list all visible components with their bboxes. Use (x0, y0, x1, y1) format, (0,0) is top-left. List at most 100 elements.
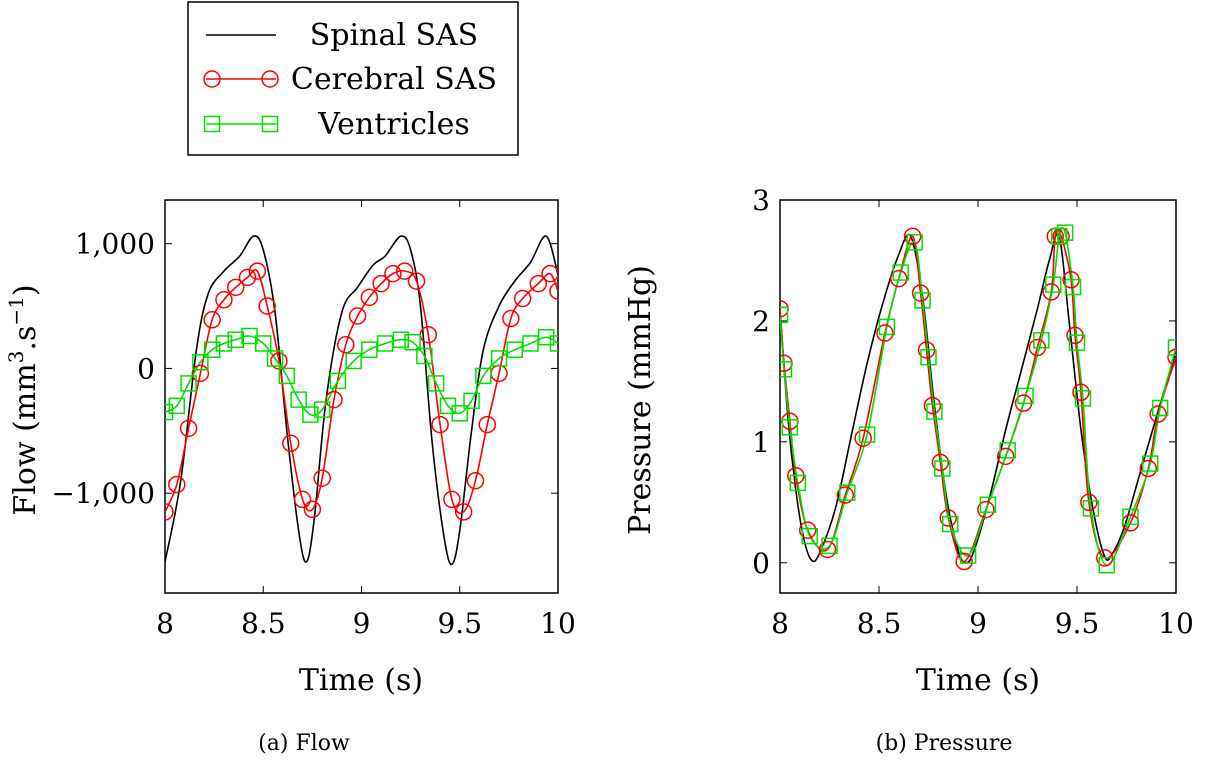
flow-series-spinal-sas (165, 235, 558, 566)
pressure-point-ventricles (780, 306, 789, 324)
flow-series-ventricles (165, 335, 558, 417)
pressure-point-ventricles (1074, 390, 1092, 407)
legend: Spinal SAS Cerebral SAS Ventricles (187, 1, 519, 156)
pressure-point-ventricles (934, 460, 951, 477)
pressure-point-cerebral-sas (1139, 459, 1158, 478)
pressure-point-ventricles (1151, 399, 1169, 417)
flow-x-axis-label: Time (s) (299, 663, 423, 698)
flow-point-cerebral-sas (513, 289, 532, 308)
pressure-point-ventricles (906, 234, 923, 251)
legend-label-ventricles: Ventricles (317, 107, 470, 142)
pressure-point-cerebral-sas (890, 269, 908, 288)
flow-point-cerebral-sas (293, 490, 312, 509)
flow-point-cerebral-sas (466, 471, 485, 490)
pressure-point-ventricles (1033, 332, 1050, 349)
pressure-point-ventricles (781, 419, 799, 436)
pressure-point-ventricles (780, 361, 793, 378)
flow-point-ventricles (392, 331, 410, 348)
pressure-point-ventricles (1056, 224, 1074, 241)
pressure-point-ventricles (821, 537, 838, 555)
flow-point-cerebral-sas (258, 297, 276, 315)
pressure-point-ventricles (959, 547, 977, 564)
pressure-point-cerebral-sas (955, 552, 973, 571)
pressure-y-tick-label: 3 (752, 184, 770, 217)
flow-point-ventricles (180, 375, 197, 392)
flow-caption: (a) Flow (258, 731, 350, 756)
pressure-point-cerebral-sas (923, 396, 942, 415)
pressure-point-ventricles (1082, 500, 1100, 517)
pressure-x-tick-label: 8 (771, 607, 789, 640)
flow-y-tick-label: 1,000 (75, 228, 155, 261)
pressure-point-ventricles (1068, 334, 1086, 351)
flow-point-cerebral-sas (282, 434, 300, 453)
pressure-point-ventricles (801, 527, 818, 545)
flow-point-cerebral-sas (165, 503, 174, 521)
pressure-x-axis-label: Time (s) (916, 663, 1040, 698)
flow-point-cerebral-sas (313, 469, 331, 487)
flow-point-ventricles (549, 335, 558, 352)
flow-point-ventricles (215, 335, 233, 352)
pressure-x-tick-label: 10 (1158, 607, 1194, 640)
flow-point-cerebral-sas (248, 262, 267, 280)
pressure-point-cerebral-sas (1167, 348, 1176, 366)
flow-point-ventricles (203, 341, 221, 358)
flow-series-cerebral-sas (165, 268, 558, 515)
legend-marker-ventricles (203, 115, 221, 133)
pressure-y-tick-label: 0 (752, 547, 770, 580)
flow-point-cerebral-sas (372, 274, 390, 293)
pressure-point-cerebral-sas (854, 429, 872, 447)
flow-point-cerebral-sas (541, 264, 558, 283)
pressure-point-cerebral-sas (1080, 493, 1098, 512)
pressure-point-ventricles (1167, 339, 1176, 356)
pressure-point-ventricles (979, 496, 997, 513)
flow-point-cerebral-sas (168, 475, 186, 494)
flow-chart: 8 8.5 9 9.5 10 −1,000 0 1,000 Flow (mm3.s−1) Ti… (4, 199, 576, 756)
flow-point-cerebral-sas (215, 291, 233, 309)
pressure-point-cerebral-sas (977, 500, 995, 519)
pressure-caption: (b) Pressure (876, 731, 1013, 756)
flow-point-cerebral-sas (549, 282, 558, 300)
legend-marker-cerebral-sas (203, 70, 221, 88)
pressure-y-tick-label: 1 (752, 426, 770, 459)
legend-label-spinal-sas: Spinal SAS (310, 18, 478, 53)
flow-x-tick-label: 9 (353, 607, 371, 640)
pressure-point-cerebral-sas (931, 453, 950, 472)
flow-point-ventricles (165, 403, 174, 421)
legend-marker-cerebral-sas (261, 70, 279, 88)
flow-point-ventricles (537, 328, 555, 346)
flow-y-tick-label: −1,000 (51, 477, 155, 510)
flow-point-ventricles (404, 333, 421, 351)
flow-point-cerebral-sas (502, 309, 520, 328)
flow-point-cerebral-sas (303, 500, 322, 519)
flow-point-cerebral-sas (226, 278, 245, 297)
flow-point-cerebral-sas (395, 262, 414, 280)
flow-point-ventricles (313, 401, 331, 418)
flow-point-ventricles (168, 397, 186, 415)
flow-point-cerebral-sas (407, 272, 426, 290)
pressure-point-ventricles (789, 474, 807, 492)
pressure-x-tick-label: 9.5 (1055, 607, 1100, 640)
flow-point-cerebral-sas (203, 311, 221, 329)
flow-point-ventricles (427, 375, 445, 392)
pressure-point-ventricles (914, 292, 931, 309)
pressure-y-axis-label: Pressure (mmHg) (623, 265, 658, 535)
flow-y-axis-label: Flow (mm3.s−1) (4, 284, 43, 515)
flow-point-cerebral-sas (529, 274, 548, 293)
legend-marker-ventricles (261, 115, 279, 133)
pressure-point-cerebral-sas (876, 324, 894, 342)
flow-point-ventricles (302, 406, 319, 423)
flow-plot-frame (164, 199, 559, 594)
pressure-point-ventricles (858, 426, 876, 443)
pressure-point-ventricles (1050, 228, 1068, 245)
flow-point-ventricles (463, 392, 480, 410)
pressure-point-cerebral-sas (903, 227, 922, 246)
flow-point-ventricles (255, 335, 272, 352)
flow-point-cerebral-sas (478, 415, 497, 434)
flow-point-cerebral-sas (443, 490, 461, 509)
flow-point-cerebral-sas (348, 307, 367, 325)
pressure-point-ventricles (942, 515, 959, 533)
pressure-point-cerebral-sas (798, 521, 817, 539)
pressure-point-cerebral-sas (1149, 405, 1167, 423)
